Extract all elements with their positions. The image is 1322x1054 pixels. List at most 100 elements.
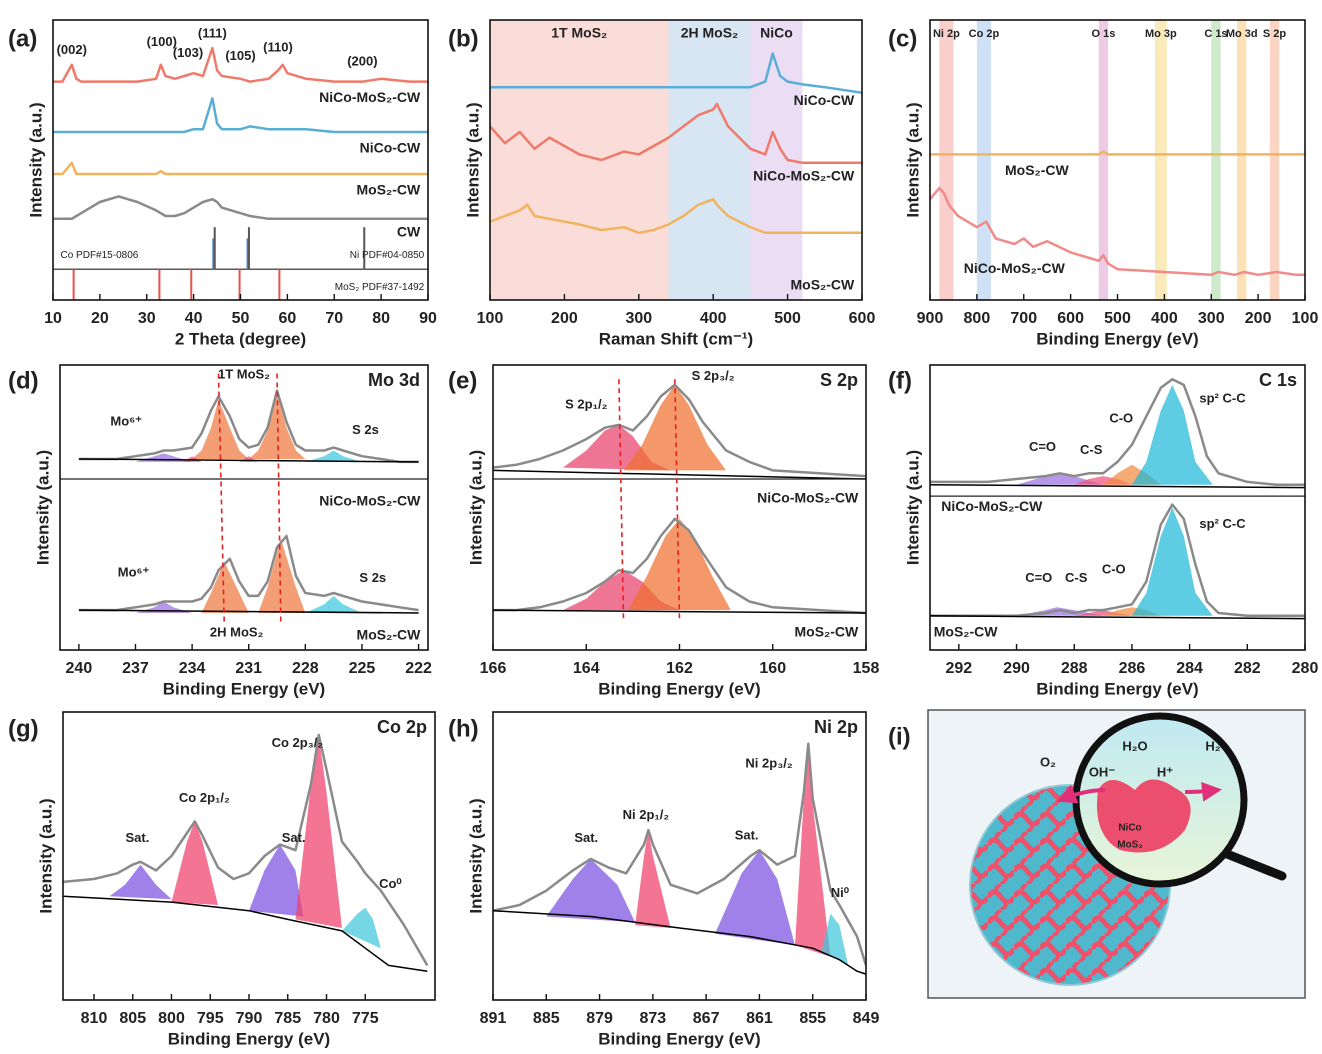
x-tick-label: 280 bbox=[1292, 660, 1319, 677]
annotation: sp² C-C bbox=[1199, 516, 1246, 531]
spectrum bbox=[490, 102, 862, 165]
panel-label: (e) bbox=[448, 367, 477, 394]
x-tick-label: 300 bbox=[625, 310, 652, 327]
panel: S 2p₁/₂ S 2p₃/₂ NiCo-MoS₂-CW MoS₂-CW 166 164 1… bbox=[448, 364, 879, 698]
x-tick-label: 237 bbox=[122, 660, 149, 677]
fitted-peak bbox=[201, 561, 249, 613]
annotation: Ni 2p₁/₂ bbox=[623, 807, 670, 822]
x-tick-label: 805 bbox=[119, 1010, 146, 1027]
annotation: S 2p₁/₂ bbox=[565, 396, 607, 411]
x-tick-label: 867 bbox=[693, 1010, 720, 1027]
x-axis-label: Binding Energy (eV) bbox=[598, 679, 760, 698]
panel-title: S 2p bbox=[820, 370, 858, 390]
panel: 1T MoS₂ Mo⁶⁺ S 2s Mo⁶⁺ S 2s 2H MoS₂ NiCo-MoS₂-… bbox=[8, 364, 432, 698]
x-axis-label: Raman Shift (cm⁻¹) bbox=[599, 329, 753, 348]
region-band bbox=[1155, 20, 1167, 300]
plot-area bbox=[53, 46, 428, 221]
plot-area bbox=[63, 733, 429, 972]
region-label: Ni 2p bbox=[933, 28, 960, 40]
x-tick-label: 10 bbox=[44, 310, 62, 327]
illustration-text: H⁺ bbox=[1157, 764, 1173, 779]
x-tick-label: 810 bbox=[81, 1010, 108, 1027]
annotation: C-S bbox=[1080, 442, 1103, 457]
x-tick-label: 164 bbox=[573, 660, 600, 677]
series-label: NiCo-MoS₂-CW bbox=[941, 498, 1043, 514]
series-label: NiCo-MoS₂-CW bbox=[757, 490, 859, 506]
annotation: Mo⁶⁺ bbox=[118, 564, 150, 579]
annotation: (002) bbox=[57, 42, 87, 57]
panel: Sat. Co 2p₁/₂ Sat. Co 2p₃/₂ Co⁰ 810 805 800 795 7… bbox=[8, 711, 436, 1048]
region-label: C 1s bbox=[1204, 28, 1227, 40]
panel-label: (a) bbox=[8, 25, 37, 52]
fitted-peak bbox=[635, 830, 671, 928]
shift-line bbox=[618, 379, 625, 622]
illustration-text: H₂O bbox=[1122, 738, 1147, 753]
x-tick-label: 790 bbox=[236, 1010, 263, 1027]
annotation: C=O bbox=[1029, 439, 1056, 454]
annotation: (110) bbox=[263, 39, 293, 54]
fitted-peak bbox=[249, 844, 304, 917]
fitted-peak bbox=[305, 450, 362, 462]
x-tick-label: 700 bbox=[1010, 310, 1037, 327]
x-axis-label: Binding Energy (eV) bbox=[598, 1029, 760, 1048]
fitted-peak bbox=[821, 913, 849, 966]
fitted-peak bbox=[1131, 507, 1213, 616]
fitted-peak bbox=[258, 538, 306, 613]
spectrum bbox=[78, 389, 419, 464]
annotation: (111) bbox=[198, 25, 227, 40]
fitted-peak bbox=[628, 518, 731, 611]
x-tick-label: 400 bbox=[700, 310, 727, 327]
plot-frame bbox=[492, 711, 867, 1001]
spectrum bbox=[493, 383, 866, 478]
spectrum bbox=[930, 150, 1305, 156]
panel-label: (c) bbox=[888, 25, 917, 52]
illustration-text: NiCo bbox=[1118, 823, 1141, 834]
x-tick-label: 292 bbox=[945, 660, 972, 677]
x-tick-label: 200 bbox=[551, 310, 578, 327]
spectrum bbox=[490, 52, 862, 95]
illustration-text: O₂ bbox=[1040, 754, 1056, 769]
plot-area bbox=[493, 742, 866, 975]
x-tick-label: 231 bbox=[235, 660, 262, 677]
shift-line bbox=[674, 379, 681, 622]
x-tick-label: 234 bbox=[179, 660, 206, 677]
x-tick-label: 166 bbox=[480, 660, 507, 677]
x-tick-label: 785 bbox=[274, 1010, 301, 1027]
annotation: Ni⁰ bbox=[831, 885, 850, 900]
annotation: C-S bbox=[1065, 570, 1088, 585]
panel-label: (i) bbox=[888, 723, 911, 750]
x-tick-label: 885 bbox=[533, 1010, 560, 1027]
panel-label: (g) bbox=[8, 715, 39, 742]
region-band bbox=[1211, 20, 1221, 300]
annotation: Co 2p₁/₂ bbox=[179, 790, 230, 805]
x-tick-label: 100 bbox=[477, 310, 504, 327]
background-line bbox=[493, 609, 866, 614]
x-tick-label: 891 bbox=[480, 1010, 507, 1027]
x-tick-label: 100 bbox=[1292, 310, 1319, 327]
plot-area bbox=[930, 378, 1305, 620]
x-axis-label: 2 Theta (degree) bbox=[175, 329, 306, 348]
series-label: NiCo-MoS₂-CW bbox=[964, 260, 1066, 276]
spectrum bbox=[63, 733, 429, 967]
y-axis-label: Intensity (a.u.) bbox=[463, 102, 482, 217]
series-label: MoS₂-CW bbox=[1005, 162, 1070, 178]
annotation: Co⁰ bbox=[379, 876, 402, 891]
x-tick-label: 282 bbox=[1234, 660, 1261, 677]
panel: Co PDF#15-0806 Ni PDF#04-0850 MoS₂ PDF#37-… bbox=[8, 19, 437, 348]
region-band bbox=[668, 20, 751, 300]
annotation: 1T MoS₂ bbox=[218, 366, 270, 381]
region-label: S 2p bbox=[1263, 28, 1287, 40]
series-label: NiCo-MoS₂-CW bbox=[319, 493, 421, 509]
panel-label: (h) bbox=[448, 715, 479, 742]
x-tick-label: 90 bbox=[419, 310, 437, 327]
plot-frame bbox=[62, 711, 436, 1001]
magnifier-handle bbox=[1217, 847, 1287, 881]
x-tick-label: 800 bbox=[964, 310, 991, 327]
arrow bbox=[1056, 784, 1106, 804]
reference-label: MoS₂ PDF#37-1492 bbox=[335, 282, 425, 293]
fitted-peak bbox=[109, 864, 172, 900]
x-tick-label: 225 bbox=[349, 660, 376, 677]
x-tick-label: 228 bbox=[292, 660, 319, 677]
background-line bbox=[930, 615, 1305, 620]
annotation: C-O bbox=[1109, 411, 1133, 426]
